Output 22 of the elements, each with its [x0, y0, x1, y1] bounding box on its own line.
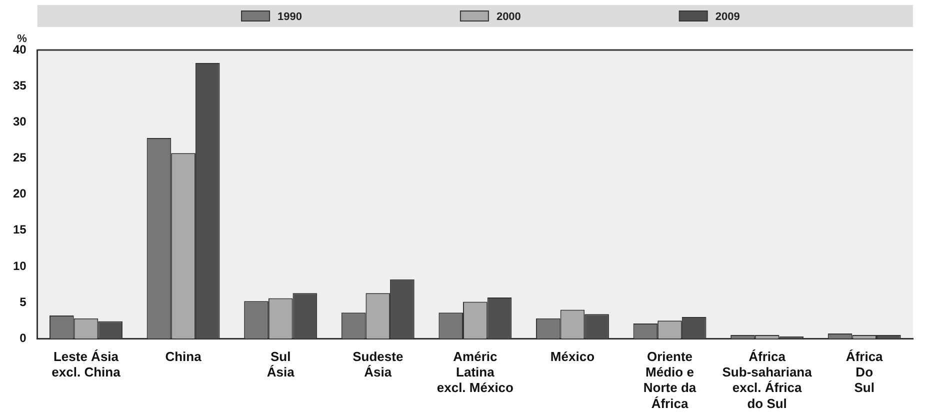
legend-label: 2009	[715, 11, 740, 24]
x-tick-label: México	[550, 348, 595, 364]
y-tick-label: 25	[12, 150, 27, 165]
x-tick-label: China	[165, 348, 202, 364]
x-tick-label: África Sub-sahariana excl. África do Sul	[722, 348, 813, 411]
x-tick-label: Oriente Médio e Norte da África	[643, 348, 697, 411]
y-tick-label: 5	[20, 294, 27, 309]
x-tick-label: Améric Latina excl. México	[436, 348, 514, 396]
y-tick-label: 20	[12, 186, 27, 201]
y-tick-label: 40	[12, 42, 27, 56]
x-tick-label: Sudeste Ásia	[352, 348, 404, 380]
y-axis-title: %	[17, 33, 28, 45]
y-tick-label: 30	[12, 114, 27, 128]
x-tick-label: Leste Ásia excl. China	[52, 348, 122, 380]
legend-label: 1990	[278, 11, 302, 24]
x-tick-label: África Do Sul	[846, 348, 884, 396]
y-tick-label: 35	[12, 78, 27, 92]
y-tick-label: 10	[12, 258, 27, 273]
y-tick-label: 0	[20, 330, 27, 345]
y-tick-label: 15	[12, 222, 27, 237]
legend-label: 2000	[496, 11, 521, 24]
x-tick-label: Sul Ásia	[266, 348, 296, 380]
